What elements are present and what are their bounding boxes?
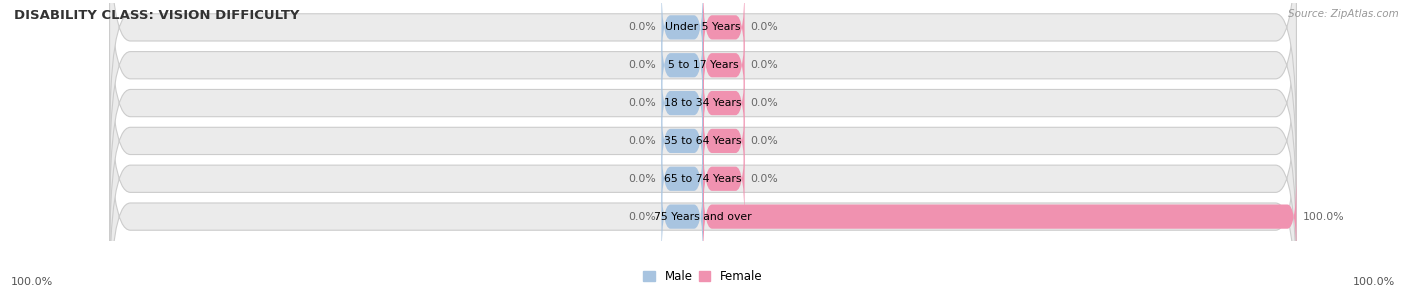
Text: 0.0%: 0.0%	[627, 98, 655, 108]
Text: 0.0%: 0.0%	[627, 60, 655, 70]
FancyBboxPatch shape	[110, 22, 1296, 260]
FancyBboxPatch shape	[703, 96, 745, 185]
Text: Source: ZipAtlas.com: Source: ZipAtlas.com	[1288, 9, 1399, 19]
FancyBboxPatch shape	[661, 0, 703, 72]
Text: DISABILITY CLASS: VISION DIFFICULTY: DISABILITY CLASS: VISION DIFFICULTY	[14, 9, 299, 22]
Text: 0.0%: 0.0%	[751, 136, 779, 146]
FancyBboxPatch shape	[661, 172, 703, 261]
FancyBboxPatch shape	[110, 98, 1296, 305]
Text: 35 to 64 Years: 35 to 64 Years	[664, 136, 742, 146]
Text: 18 to 34 Years: 18 to 34 Years	[664, 98, 742, 108]
FancyBboxPatch shape	[110, 0, 1296, 146]
Text: 0.0%: 0.0%	[751, 98, 779, 108]
Text: 0.0%: 0.0%	[751, 60, 779, 70]
FancyBboxPatch shape	[703, 20, 745, 110]
Text: 5 to 17 Years: 5 to 17 Years	[668, 60, 738, 70]
Text: Under 5 Years: Under 5 Years	[665, 22, 741, 32]
FancyBboxPatch shape	[661, 59, 703, 148]
FancyBboxPatch shape	[703, 134, 745, 224]
FancyBboxPatch shape	[110, 0, 1296, 222]
FancyBboxPatch shape	[110, 60, 1296, 298]
Text: 75 Years and over: 75 Years and over	[654, 212, 752, 222]
Text: 100.0%: 100.0%	[11, 277, 53, 287]
Legend: Male, Female: Male, Female	[638, 265, 768, 288]
FancyBboxPatch shape	[661, 20, 703, 110]
Text: 0.0%: 0.0%	[627, 174, 655, 184]
Text: 65 to 74 Years: 65 to 74 Years	[664, 174, 742, 184]
FancyBboxPatch shape	[703, 59, 745, 148]
FancyBboxPatch shape	[661, 134, 703, 224]
Text: 0.0%: 0.0%	[751, 22, 779, 32]
Text: 0.0%: 0.0%	[627, 212, 655, 222]
FancyBboxPatch shape	[703, 172, 1296, 261]
FancyBboxPatch shape	[661, 96, 703, 185]
Text: 0.0%: 0.0%	[751, 174, 779, 184]
Text: 0.0%: 0.0%	[627, 22, 655, 32]
FancyBboxPatch shape	[703, 0, 745, 72]
Text: 100.0%: 100.0%	[1353, 277, 1395, 287]
Text: 0.0%: 0.0%	[627, 136, 655, 146]
Text: 100.0%: 100.0%	[1302, 212, 1344, 222]
FancyBboxPatch shape	[110, 0, 1296, 184]
